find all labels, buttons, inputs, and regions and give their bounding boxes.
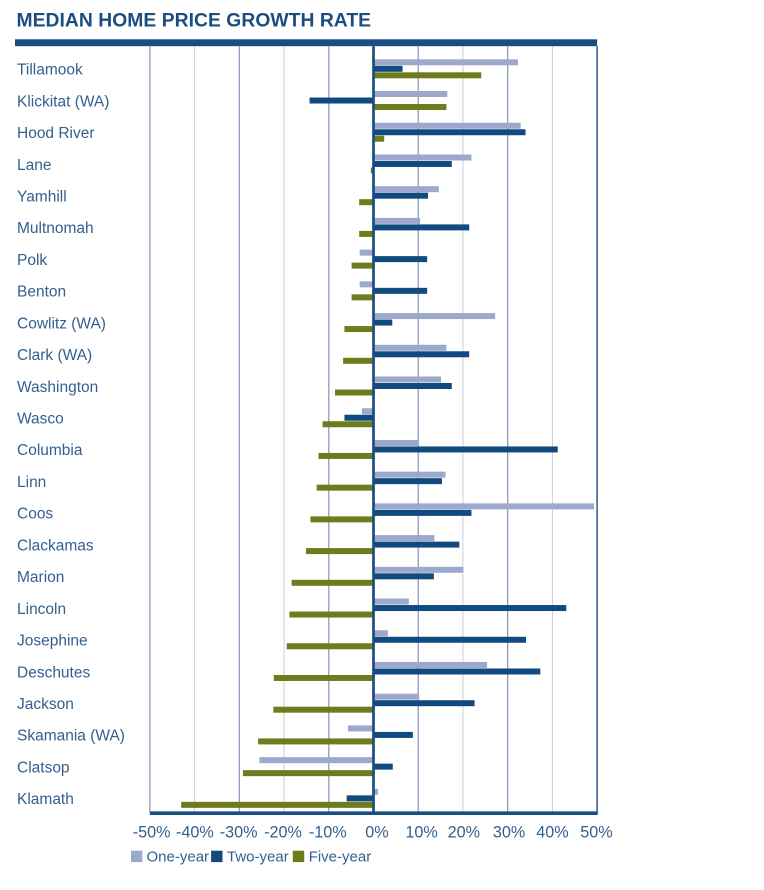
svg-text:Yamhill: Yamhill	[17, 189, 67, 206]
svg-text:Wasco: Wasco	[17, 411, 64, 428]
svg-text:10%: 10%	[405, 824, 437, 842]
svg-text:Lane: Lane	[17, 157, 51, 174]
svg-text:Tillamook: Tillamook	[17, 62, 83, 79]
svg-text:Coos: Coos	[17, 506, 53, 523]
svg-text:Washington: Washington	[17, 379, 98, 396]
svg-text:-50%: -50%	[133, 824, 171, 842]
svg-text:Marion: Marion	[17, 569, 64, 586]
svg-text:Clackamas: Clackamas	[17, 537, 94, 554]
svg-text:-40%: -40%	[176, 824, 214, 842]
svg-text:-30%: -30%	[220, 824, 258, 842]
svg-text:50%: 50%	[580, 824, 612, 842]
svg-text:-10%: -10%	[309, 824, 347, 842]
svg-text:Klamath: Klamath	[17, 791, 74, 808]
svg-text:Clatsop: Clatsop	[17, 759, 70, 776]
svg-text:Columbia: Columbia	[17, 442, 83, 459]
svg-text:Josephine: Josephine	[17, 633, 88, 650]
svg-text:Deschutes: Deschutes	[17, 664, 90, 681]
svg-text:0%: 0%	[365, 824, 388, 842]
svg-text:40%: 40%	[536, 824, 568, 842]
svg-text:20%: 20%	[448, 824, 480, 842]
svg-text:Cowlitz (WA): Cowlitz (WA)	[17, 315, 106, 332]
svg-text:Jackson: Jackson	[17, 696, 74, 713]
svg-text:Benton: Benton	[17, 284, 66, 301]
svg-text:30%: 30%	[493, 824, 525, 842]
svg-text:MEDIAN HOME PRICE GROWTH RATE: MEDIAN HOME PRICE GROWTH RATE	[17, 11, 372, 32]
svg-text:One-year: One-year	[147, 849, 210, 866]
svg-text:Linn: Linn	[17, 474, 46, 491]
svg-text:Klickitat (WA): Klickitat (WA)	[17, 93, 109, 110]
svg-text:Skamania (WA): Skamania (WA)	[17, 728, 125, 745]
svg-text:Five-year: Five-year	[309, 849, 372, 866]
svg-text:Hood River: Hood River	[17, 125, 95, 142]
svg-text:Multnomah: Multnomah	[17, 220, 94, 237]
svg-text:Two-year: Two-year	[227, 849, 289, 866]
svg-text:-20%: -20%	[264, 824, 302, 842]
svg-text:Polk: Polk	[17, 252, 47, 269]
svg-text:Lincoln: Lincoln	[17, 601, 66, 618]
svg-text:Clark (WA): Clark (WA)	[17, 347, 92, 364]
